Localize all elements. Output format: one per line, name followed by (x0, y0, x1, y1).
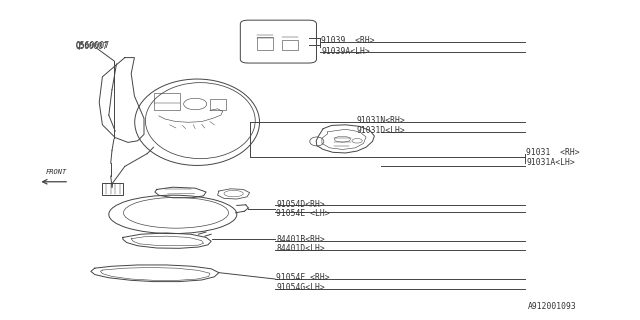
Text: 91039A<LH>: 91039A<LH> (321, 47, 370, 56)
Text: 91031  <RH>: 91031 <RH> (526, 148, 580, 157)
Text: 91054D<RH>: 91054D<RH> (276, 200, 325, 209)
Text: 84401B<RH>: 84401B<RH> (276, 235, 325, 244)
Text: 91031D<LH>: 91031D<LH> (356, 126, 405, 135)
Text: 91054G<LH>: 91054G<LH> (276, 283, 325, 292)
Text: Q560007: Q560007 (76, 41, 109, 50)
Text: 91031A<LH>: 91031A<LH> (526, 158, 575, 167)
Text: FRONT: FRONT (45, 169, 67, 175)
Text: A912001093: A912001093 (528, 302, 577, 311)
Text: 91031N<RH>: 91031N<RH> (356, 116, 405, 125)
Text: 91054F <RH>: 91054F <RH> (276, 273, 330, 282)
Text: 91039  <RH>: 91039 <RH> (321, 36, 375, 45)
Text: 84401D<LH>: 84401D<LH> (276, 244, 325, 253)
Text: 91054E <LH>: 91054E <LH> (276, 209, 330, 218)
Text: Q560007: Q560007 (76, 42, 108, 51)
